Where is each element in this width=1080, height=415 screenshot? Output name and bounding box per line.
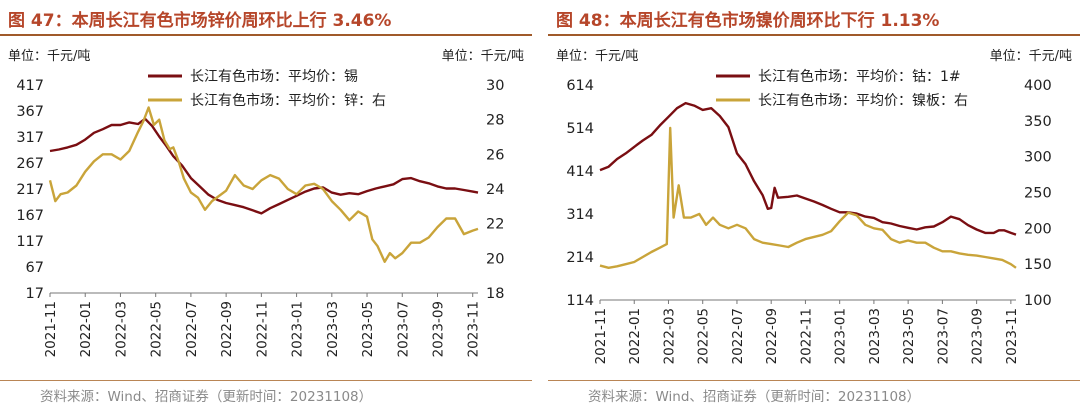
x-tick-label: 2023-09 [430, 301, 446, 357]
y-left-tick-label: 167 [16, 208, 44, 224]
right-axis-unit: 单位：千元/吨 [989, 49, 1072, 64]
x-tick-label: 2023-09 [970, 308, 986, 364]
x-tick-label: 2022-01 [78, 301, 94, 357]
x-tick-label: 2023-01 [290, 301, 306, 357]
legend-label: 长江有色市场：平均价：钴：1# [758, 68, 961, 85]
y-right-tick-label: 26 [486, 147, 504, 163]
y-left-tick-label: 414 [566, 164, 594, 180]
y-right-tick-label: 100 [1024, 293, 1052, 309]
left-axis-unit: 单位：千元/吨 [556, 49, 639, 64]
y-left-tick-label: 17 [26, 286, 44, 302]
y-right-tick-label: 300 [1024, 150, 1052, 166]
y-left-tick-label: 367 [16, 104, 44, 120]
legend-label: 长江有色市场：平均价：锡 [190, 68, 358, 85]
x-tick-label: 2023-03 [325, 301, 341, 357]
x-tick-label: 2021-11 [43, 301, 59, 357]
y-right-tick-label: 200 [1024, 221, 1052, 237]
y-left-tick-label: 314 [566, 207, 594, 223]
source-note: 资料来源：Wind、招商证券（更新时间：20231108） [40, 389, 373, 405]
y-right-tick-label: 24 [486, 182, 504, 198]
x-tick-label: 2023-01 [833, 308, 849, 364]
y-right-tick-label: 250 [1024, 186, 1052, 202]
y-left-tick-label: 114 [566, 293, 594, 309]
x-tick-label: 2022-05 [149, 301, 165, 357]
chart-panel-zinc: 图 47：本周长江有色市场锌价周环比上行 3.46% 单位：千元/吨 单位：千元… [0, 0, 532, 415]
x-tick-label: 2022-07 [184, 301, 200, 357]
x-tick-label: 2023-11 [466, 301, 482, 357]
y-right-tick-label: 400 [1024, 78, 1052, 94]
left-axis-unit: 单位：千元/吨 [8, 49, 91, 64]
y-right-tick-label: 150 [1024, 257, 1052, 273]
y-right-tick-label: 18 [486, 286, 504, 302]
x-tick-label: 2022-05 [696, 308, 712, 364]
x-tick-label: 2023-05 [360, 301, 376, 357]
y-right-tick-label: 22 [486, 217, 504, 233]
y-right-tick-label: 28 [486, 113, 504, 129]
y-left-tick-label: 67 [26, 260, 44, 276]
title-divider [0, 34, 532, 36]
y-right-tick-label: 350 [1024, 114, 1052, 130]
title-divider [548, 34, 1080, 36]
chart-title: 图 48：本周长江有色市场镍价周环比下行 1.13% [556, 11, 940, 31]
x-tick-label: 2022-03 [113, 301, 129, 357]
y-left-tick-label: 117 [16, 234, 44, 250]
right-axis-unit: 单位：千元/吨 [441, 49, 524, 64]
x-tick-label: 2023-05 [901, 308, 917, 364]
x-tick-label: 2022-03 [661, 308, 677, 364]
x-tick-label: 2022-07 [730, 308, 746, 364]
source-divider [0, 380, 532, 381]
y-left-tick-label: 417 [16, 78, 44, 94]
y-left-tick-label: 214 [566, 250, 594, 266]
line-chart-nickel: 6145144143142141144003503002502001501002… [566, 68, 1052, 364]
x-tick-label: 2022-09 [219, 301, 235, 357]
y-right-tick-label: 30 [486, 78, 504, 94]
series-line-1 [599, 101, 1017, 236]
x-tick-label: 2023-11 [1004, 308, 1020, 364]
x-tick-label: 2022-09 [764, 308, 780, 364]
x-tick-label: 2022-11 [798, 308, 814, 364]
x-tick-label: 2023-07 [935, 308, 951, 364]
legend-label: 长江有色市场：平均价：锌：右 [190, 92, 386, 109]
line-chart-zinc: 4173673172672171671176717302826242220182… [16, 68, 504, 357]
y-left-tick-label: 217 [16, 182, 44, 198]
source-note: 资料来源：Wind、招商证券（更新时间：20231108） [588, 389, 921, 405]
source-divider [548, 380, 1080, 381]
x-tick-label: 2021-11 [593, 308, 609, 364]
x-tick-label: 2023-07 [395, 301, 411, 357]
series-line-2 [599, 126, 1017, 269]
y-left-tick-label: 614 [566, 78, 594, 94]
series-line-2 [48, 106, 479, 263]
chart-title: 图 47：本周长江有色市场锌价周环比上行 3.46% [8, 11, 392, 31]
legend-label: 长江有色市场：平均价：镍板：右 [758, 92, 968, 109]
y-left-tick-label: 267 [16, 156, 44, 172]
y-right-tick-label: 20 [486, 251, 504, 267]
x-tick-label: 2022-11 [254, 301, 270, 357]
y-left-tick-label: 317 [16, 130, 44, 146]
series-line-1 [49, 117, 479, 215]
chart-panel-nickel: 图 48：本周长江有色市场镍价周环比下行 1.13% 单位：千元/吨 单位：千元… [548, 0, 1080, 415]
x-tick-label: 2023-03 [867, 308, 883, 364]
x-tick-label: 2022-01 [627, 308, 643, 364]
y-left-tick-label: 514 [566, 121, 594, 137]
